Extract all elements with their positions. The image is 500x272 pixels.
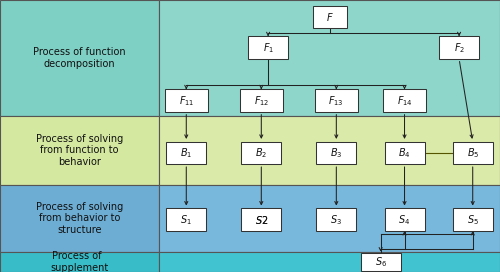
Bar (242, 142, 282, 164)
Text: $F_{{13}}$: $F_{{13}}$ (328, 94, 344, 107)
Bar (166, 208, 206, 231)
Bar (242, 208, 282, 231)
Bar (315, 89, 358, 112)
Bar (384, 208, 424, 231)
Text: $S2$: $S2$ (254, 214, 268, 226)
Bar (383, 89, 426, 112)
Bar (384, 142, 424, 164)
Text: Process of solving
from behavior to
structure: Process of solving from behavior to stru… (36, 202, 123, 235)
Bar (360, 253, 401, 271)
Text: $B_{2}$: $B_{2}$ (255, 146, 268, 160)
Bar (166, 142, 206, 164)
Text: $S_{4}$: $S_{4}$ (398, 213, 410, 227)
Text: $B_{5}$: $B_{5}$ (466, 146, 479, 160)
Text: Process of solving
from function to
behavior: Process of solving from function to beha… (36, 134, 123, 167)
Text: Process of function
decomposition: Process of function decomposition (33, 47, 126, 69)
Text: $B_{3}$: $B_{3}$ (330, 146, 342, 160)
Bar (0, 0, 159, 116)
Bar (439, 36, 479, 59)
Bar (316, 208, 356, 231)
Bar (159, 116, 500, 185)
Bar (159, 252, 500, 272)
Bar (0, 116, 159, 185)
Text: $F_{{11}}$: $F_{{11}}$ (178, 94, 194, 107)
Text: $S_{6}$: $S_{6}$ (374, 255, 386, 269)
Text: $S_{5}$: $S_{5}$ (467, 213, 478, 227)
Bar (165, 89, 208, 112)
Text: $F_{1}$: $F_{1}$ (262, 41, 274, 54)
Bar (159, 0, 500, 116)
Text: $F$: $F$ (326, 11, 334, 23)
Bar (316, 142, 356, 164)
Bar (248, 36, 288, 59)
Text: $S_{1}$: $S_{1}$ (180, 213, 192, 227)
Bar (0, 252, 159, 272)
Bar (452, 208, 492, 231)
Text: $S_{3}$: $S_{3}$ (330, 213, 342, 227)
Text: $S2$: $S2$ (254, 214, 268, 226)
Bar (452, 142, 492, 164)
Bar (240, 89, 283, 112)
Bar (0, 185, 159, 252)
Bar (312, 6, 346, 28)
Text: $F_{2}$: $F_{2}$ (454, 41, 464, 54)
Bar (159, 185, 500, 252)
Text: $B_{4}$: $B_{4}$ (398, 146, 411, 160)
Text: Process of  
supplement: Process of supplement (50, 251, 108, 272)
Text: $B_{1}$: $B_{1}$ (180, 146, 192, 160)
Text: $F_{{12}}$: $F_{{12}}$ (254, 94, 269, 107)
Text: $F_{{14}}$: $F_{{14}}$ (396, 94, 412, 107)
